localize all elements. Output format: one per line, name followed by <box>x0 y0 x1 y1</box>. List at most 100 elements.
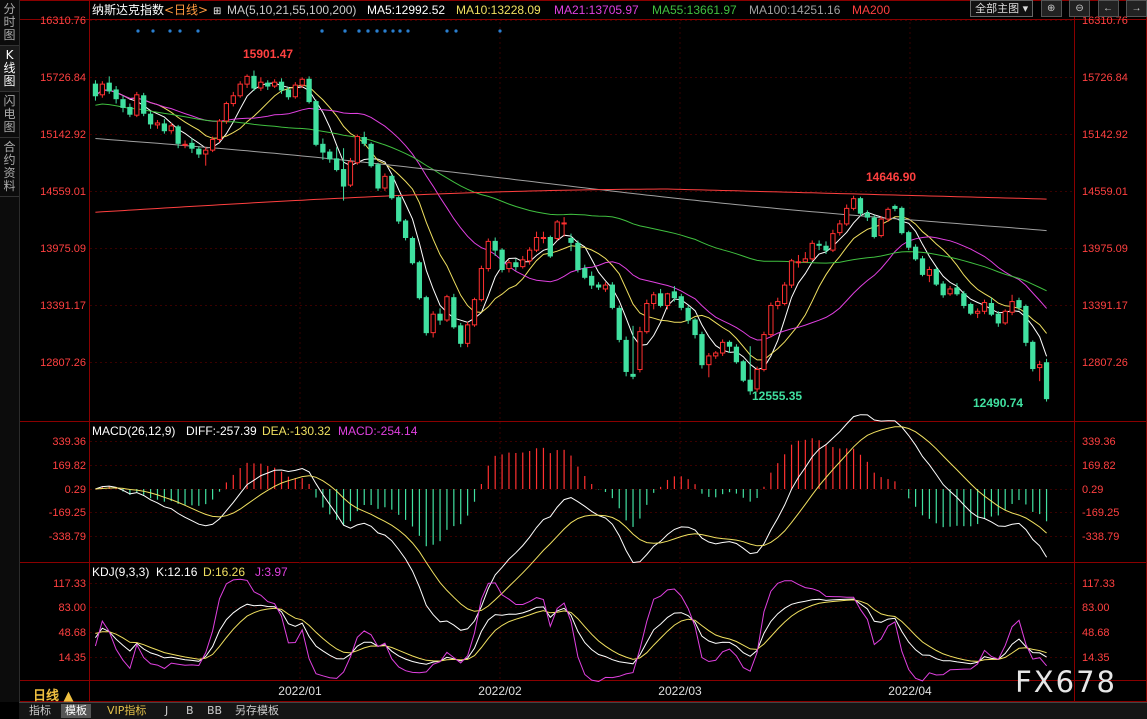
j-button[interactable]: J <box>165 704 169 717</box>
candle-body <box>844 207 850 225</box>
candle-body <box>251 75 257 89</box>
candle-body <box>554 221 560 239</box>
candle-body <box>974 310 981 314</box>
candle-body <box>1043 362 1050 400</box>
event-dot <box>151 29 155 33</box>
tab-kline-chart[interactable]: K线图 <box>0 46 19 92</box>
candle-body <box>609 284 615 308</box>
candle-body <box>451 297 457 328</box>
candle-body <box>582 268 588 278</box>
event-dot <box>357 29 361 33</box>
main-axis-tick: 15726.84 <box>1082 72 1128 84</box>
candle-body <box>719 341 726 354</box>
low1-annotation: 12555.35 <box>752 389 802 403</box>
event-dot <box>406 29 410 33</box>
kdj-k: K:12.16 <box>156 565 198 579</box>
candlesticks <box>92 29 1050 402</box>
candle-body <box>354 136 360 164</box>
grid-lines <box>19 0 1147 702</box>
kdj-j-line <box>94 578 1047 683</box>
macd-dea-line <box>95 426 1047 612</box>
macd-axis-tick: -169.25 <box>1082 507 1119 519</box>
candle-body <box>458 325 464 344</box>
macd-axis-tick: 339.36 <box>1082 436 1116 448</box>
candle-body <box>637 331 643 371</box>
candle-body <box>616 307 622 340</box>
main-axis-tick: 14559.01 <box>1082 186 1128 198</box>
candle-body <box>265 82 271 87</box>
candle-body <box>754 369 760 390</box>
indicator-button[interactable]: 指标 <box>29 704 51 717</box>
tab-flash-chart[interactable]: 闪电图 <box>0 92 19 138</box>
bb-button[interactable]: BB <box>207 704 223 717</box>
main-axis-tick: 15142.92 <box>1082 129 1128 141</box>
ma100-value: MA100:14251.16 <box>749 3 841 17</box>
candle-body <box>327 151 333 160</box>
main-axis-tick: 12807.26 <box>40 357 86 369</box>
candle-body <box>968 303 974 314</box>
candle-body <box>809 242 815 260</box>
candle-body <box>568 237 574 243</box>
event-dot <box>375 29 379 33</box>
ma5-value: MA5:12992.52 <box>367 3 445 17</box>
scroll-right-icon[interactable]: → <box>1126 0 1147 17</box>
main-axis-tick: 12807.26 <box>1082 357 1128 369</box>
candle-body <box>988 303 995 315</box>
zoom-in-icon[interactable]: ⊕ <box>1040 0 1062 17</box>
candle-body <box>1002 310 1008 324</box>
candle-body <box>437 313 443 321</box>
candle-body <box>947 288 953 295</box>
event-dot <box>498 29 502 33</box>
candle-body <box>244 75 250 85</box>
candle-body <box>857 198 864 214</box>
macd-axis-tick: 0.29 <box>65 484 86 496</box>
tab-minute-chart[interactable]: 分时图 <box>0 0 19 46</box>
ma-toggle-icon[interactable]: ⊞ <box>213 6 221 17</box>
candle-body <box>685 307 691 321</box>
scroll-left-icon[interactable]: ← <box>1097 0 1119 17</box>
period-button[interactable]: 日线 ▲ <box>33 689 74 704</box>
candle-body <box>940 283 946 296</box>
candle-body <box>788 260 795 286</box>
candle-body <box>113 89 119 100</box>
candle-body <box>154 122 161 126</box>
zoom-out-icon[interactable]: ⊖ <box>1069 0 1091 17</box>
save-template-button[interactable]: 另存模板 <box>235 704 279 717</box>
candle-body <box>499 249 505 271</box>
candle-body <box>630 373 636 377</box>
candle-body <box>423 297 429 334</box>
candle-body <box>733 346 740 363</box>
candle-body <box>361 137 367 144</box>
kdj-axis-tick: 83.00 <box>58 602 86 614</box>
candle-body <box>189 142 195 149</box>
macd-axis-tick: 169.82 <box>1082 460 1116 472</box>
b-button[interactable]: B <box>186 704 194 717</box>
template-button[interactable]: 模板 <box>61 704 91 718</box>
index-title: 纳斯达克指数 <box>92 2 164 17</box>
candle-body <box>299 78 305 86</box>
candle-body <box>147 113 154 125</box>
candle-body <box>120 99 126 108</box>
candle-body <box>182 143 188 146</box>
candle-body <box>589 275 595 286</box>
high-annotation: 15901.47 <box>243 47 293 61</box>
candle-body <box>396 197 402 222</box>
event-dot <box>445 29 449 33</box>
ma21-line <box>95 89 1047 341</box>
candle-body <box>547 237 553 257</box>
candle-body <box>878 218 884 237</box>
x-axis-label: 2022/01 <box>278 684 322 698</box>
period-tag: <日线> <box>164 3 208 17</box>
candle-body <box>678 296 684 308</box>
candle-body <box>540 237 547 240</box>
tab-contract-info[interactable]: 合约资料 <box>0 138 19 197</box>
candle-body <box>258 81 264 89</box>
vip-indicator-button[interactable]: VIP指标 <box>107 704 147 717</box>
candle-body <box>816 243 822 246</box>
chart-mode-select[interactable]: 全部主图 ▾ <box>970 0 1034 17</box>
candle-body <box>527 249 533 262</box>
axis-labels: 16310.76 16310.76 15726.84 15726.84 15142.92… <box>40 15 1128 698</box>
chart-header: 纳斯达克指数 <日线> ⊞ MA(5,10,21,55,100,200) MA5… <box>92 2 1023 579</box>
candle-body <box>313 101 319 145</box>
